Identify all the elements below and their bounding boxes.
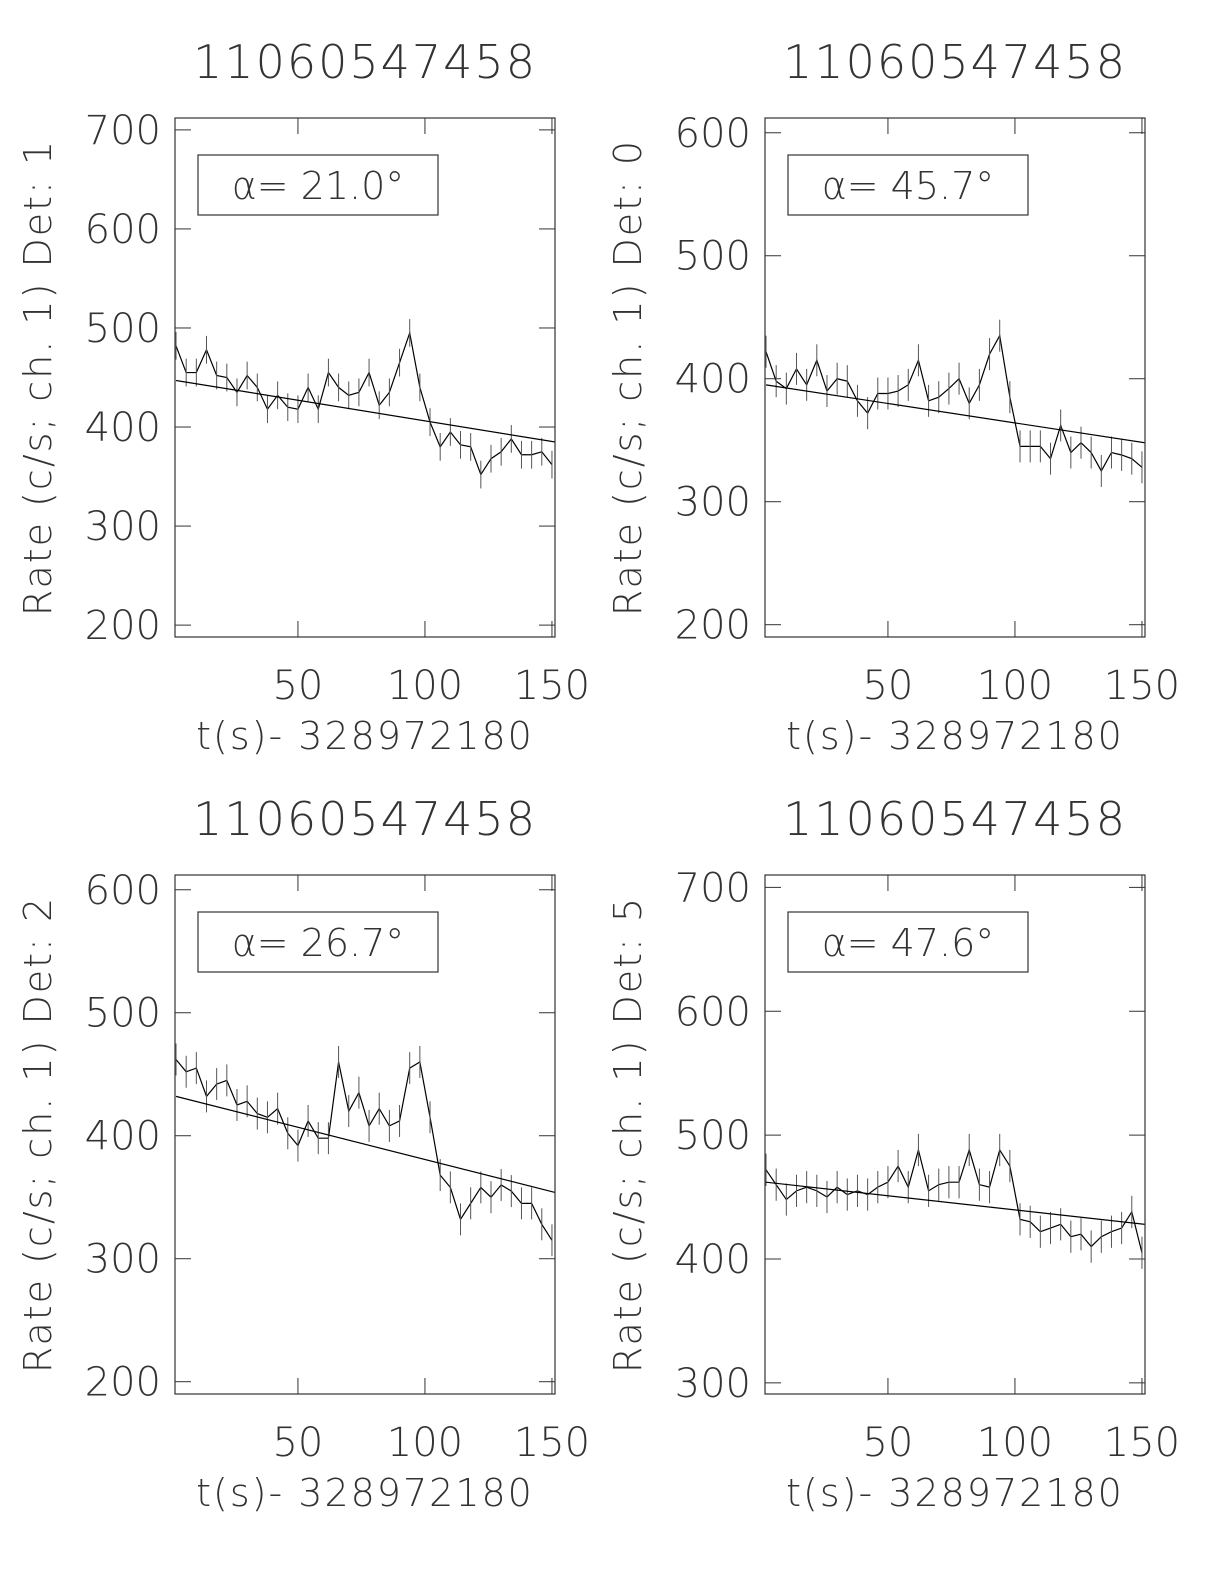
x-tick-label: 50 [272, 1420, 323, 1466]
annotation: α= 45.7° [822, 164, 995, 208]
y-tick-label: 300 [675, 1361, 751, 1407]
annotation: α= 21.0° [232, 164, 405, 208]
chart-title: 11060547458 [193, 35, 537, 89]
y-tick-label: 500 [675, 234, 751, 280]
y-tick-label: 300 [675, 480, 751, 526]
chart-title: 11060547458 [783, 792, 1127, 846]
fit-line [765, 1181, 1145, 1225]
fit-line [175, 1095, 555, 1193]
y-tick-label: 600 [85, 207, 161, 253]
y-tick-label: 600 [675, 111, 751, 157]
y-tick-label: 300 [85, 504, 161, 550]
y-tick-label: 400 [675, 1237, 751, 1283]
x-axis-label: t(s)- 328972180 [196, 1471, 534, 1515]
y-tick-label: 500 [675, 1113, 751, 1159]
data-line [765, 1147, 1143, 1253]
x-tick-label: 50 [272, 663, 323, 709]
data-line [175, 1059, 553, 1241]
chart-title: 11060547458 [783, 35, 1127, 89]
x-tick-label: 150 [514, 1420, 590, 1466]
y-axis-label: Rate (c/s; ch. 1) Det: 0 [606, 139, 650, 616]
y-tick-label: 200 [85, 1360, 161, 1406]
y-tick-label: 700 [85, 108, 161, 154]
y-tick-label: 300 [85, 1237, 161, 1283]
panel: 11060547458 200 300 400 500 600 50 100 150 t(s)- … [606, 35, 1180, 758]
plot-frame [174, 874, 556, 1395]
panel: 11060547458 200 300 400 500 600 700 50 100 150 t(s… [16, 35, 590, 758]
x-axis-label: t(s)- 328972180 [786, 714, 1124, 758]
y-axis-label: Rate (c/s; ch. 1) Det: 1 [16, 139, 60, 616]
x-axis-label: t(s)- 328972180 [196, 714, 534, 758]
annotation-box [787, 911, 1029, 973]
y-tick-label: 500 [85, 306, 161, 352]
y-tick-label: 600 [675, 989, 751, 1035]
x-tick-label: 100 [977, 663, 1053, 709]
panel: 11060547458 200 300 400 500 600 50 100 150 t(s)- … [16, 792, 590, 1515]
x-tick-label: 50 [862, 663, 913, 709]
chart-title: 11060547458 [193, 792, 537, 846]
annotation-box [197, 154, 439, 216]
annotation-box [197, 911, 439, 973]
panel: 11060547458 300 400 500 600 700 50 100 150 t(s)- … [606, 792, 1180, 1515]
y-axis-label: Rate (c/s; ch. 1) Det: 5 [606, 896, 650, 1373]
plot-frame [764, 874, 1146, 1395]
data-line [175, 330, 553, 476]
y-tick-label: 200 [85, 603, 161, 649]
x-axis-label: t(s)- 328972180 [786, 1471, 1124, 1515]
plot-frame [764, 117, 1146, 638]
y-tick-label: 400 [85, 1114, 161, 1160]
y-tick-label: 400 [675, 357, 751, 403]
x-tick-label: 100 [387, 1420, 463, 1466]
x-tick-label: 100 [977, 1420, 1053, 1466]
x-tick-label: 50 [862, 1420, 913, 1466]
fit-line [765, 384, 1145, 444]
y-tick-label: 600 [85, 868, 161, 914]
y-tick-label: 200 [675, 603, 751, 649]
x-tick-label: 100 [387, 663, 463, 709]
plot-frame [174, 117, 556, 638]
data-line [765, 333, 1143, 473]
y-tick-label: 700 [675, 865, 751, 911]
y-axis-label: Rate (c/s; ch. 1) Det: 2 [16, 896, 60, 1373]
annotation: α= 47.6° [822, 921, 995, 965]
y-tick-label: 500 [85, 991, 161, 1037]
annotation: α= 26.7° [232, 921, 405, 965]
y-tick-label: 400 [85, 405, 161, 451]
fit-line [175, 379, 555, 443]
annotation-box [787, 154, 1029, 216]
x-tick-label: 150 [1104, 663, 1180, 709]
x-tick-label: 150 [514, 663, 590, 709]
x-tick-label: 150 [1104, 1420, 1180, 1466]
